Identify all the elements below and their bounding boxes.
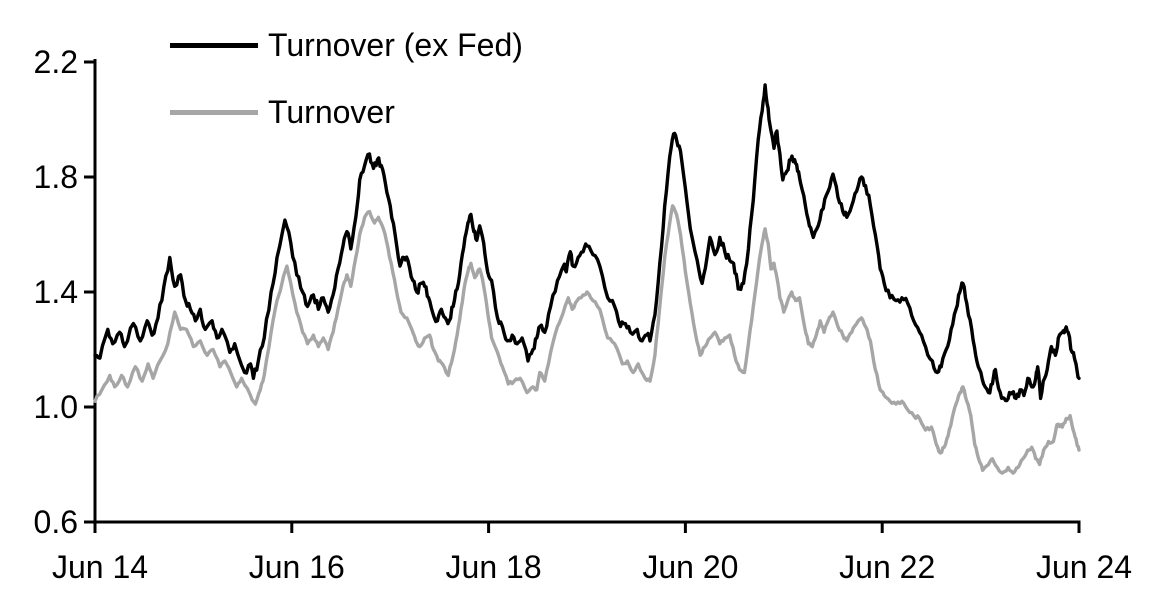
series-lines [93, 83, 1081, 475]
x-tick-label: Jun 14 [52, 549, 148, 585]
legend-label-turnover-ex-fed: Turnover (ex Fed) [268, 27, 523, 63]
legend-item-turnover-ex-fed: Turnover (ex Fed) [170, 25, 523, 65]
legend-line-swatch-black [170, 42, 258, 48]
x-tick-label: Jun 18 [446, 549, 542, 585]
y-tick-label: 1.4 [34, 274, 78, 310]
y-tick-label: 1.0 [34, 389, 78, 425]
series-turnover [93, 204, 1081, 475]
legend: Turnover (ex Fed) Turnover [170, 25, 523, 132]
series-turnover-ex-fed [93, 83, 1081, 403]
x-tick-label: Jun 16 [249, 549, 345, 585]
legend-item-turnover: Turnover [170, 92, 523, 132]
x-tick-label: Jun 20 [642, 549, 738, 585]
legend-line-swatch-gray [170, 109, 258, 115]
x-tick-label: Jun 24 [1036, 549, 1132, 585]
legend-label-turnover: Turnover [268, 94, 395, 130]
x-tick-label: Jun 22 [839, 549, 935, 585]
axes: 0.6 1.0 1.4 1.8 2.2 Jun 14 Jun 16 Jun 18 Jun 20 J… [34, 44, 1133, 585]
y-tick-label: 1.8 [34, 159, 78, 195]
y-tick-label: 0.6 [34, 504, 78, 540]
y-tick-label: 2.2 [34, 44, 78, 80]
